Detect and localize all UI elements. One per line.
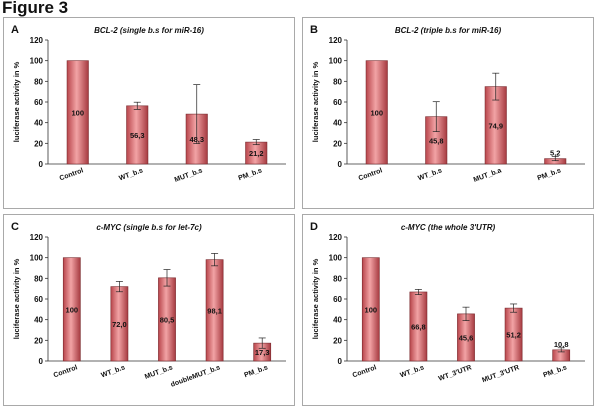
bar — [365, 60, 388, 165]
x-tick-label: WT_b.s — [118, 167, 144, 182]
bar-chart-b: B BCL-2 (triple b.s for miR-16) 0 20 40 60 80 1… — [310, 24, 585, 184]
y-tick-label: 100 — [30, 254, 44, 263]
y-tick-label: 0 — [338, 357, 343, 366]
figure-title: Figure 3 — [2, 0, 69, 17]
chart-panel-a: A BCL-2 (single b.s for miR-16) 0 20 40 60 80 1… — [3, 17, 295, 209]
data-label: 56,3 — [130, 131, 145, 140]
data-label: 45,8 — [429, 136, 444, 145]
y-tick-label: 100 — [329, 254, 343, 263]
y-tick-label: 60 — [34, 295, 43, 304]
data-label: 45,6 — [459, 333, 474, 342]
y-tick-label: 20 — [333, 139, 342, 148]
y-tick-label: 120 — [30, 233, 44, 242]
y-tick-label: 20 — [333, 336, 342, 345]
x-tick-label: Control — [53, 364, 79, 379]
x-tick-label: WT_b.s — [100, 364, 126, 379]
data-label: 51,2 — [506, 331, 521, 340]
x-tick-label: PM_b.s — [542, 364, 568, 379]
bar — [62, 257, 81, 362]
x-tick-label: MUT_b.a — [473, 167, 503, 184]
y-tick-label: 80 — [34, 274, 43, 283]
y-tick-label: 80 — [34, 77, 43, 86]
chart-title: c-MYC (single b.s for let-7c) — [96, 223, 202, 232]
chart-panel-b: B BCL-2 (triple b.s for miR-16) 0 20 40 60 80 1… — [302, 17, 594, 209]
x-tick-label: doubleMUT_b.s — [170, 364, 221, 388]
panel-label: D — [310, 221, 318, 233]
x-tick-label: WT_b.s — [399, 364, 425, 379]
y-tick-label: 20 — [34, 139, 43, 148]
panel-label: A — [11, 24, 19, 36]
x-tick-label: PM_b.s — [243, 364, 269, 379]
bar — [66, 60, 89, 165]
y-axis-label: luciferase activity in % — [311, 61, 320, 142]
data-label: 98,1 — [207, 306, 222, 315]
data-label: 100 — [365, 305, 378, 314]
y-tick-label: 60 — [333, 98, 342, 107]
y-tick-label: 120 — [329, 233, 343, 242]
data-label: 5,2 — [550, 149, 560, 158]
bar — [361, 257, 380, 362]
data-label: 10,8 — [554, 340, 569, 349]
chart-title: c-MYC (the whole 3'UTR) — [401, 223, 496, 232]
x-tick-label: MUT_b.s — [174, 167, 204, 184]
y-tick-label: 120 — [329, 36, 343, 45]
y-tick-label: 0 — [39, 357, 44, 366]
x-tick-label: WT_b.s — [417, 167, 443, 182]
data-label: 100 — [71, 108, 84, 117]
x-tick-label: Control — [59, 167, 85, 182]
y-tick-label: 80 — [333, 274, 342, 283]
data-label: 80,5 — [160, 315, 175, 324]
data-label: 48,3 — [189, 135, 204, 144]
x-tick-label: Control — [358, 167, 384, 182]
x-tick-label: PM_b.s — [537, 167, 563, 182]
y-axis-label: luciferase activity in % — [311, 258, 320, 339]
y-tick-label: 100 — [329, 57, 343, 66]
data-label: 21,2 — [249, 149, 264, 158]
y-tick-label: 100 — [30, 57, 44, 66]
y-tick-label: 120 — [30, 36, 44, 45]
y-tick-label: 40 — [333, 316, 342, 325]
data-label: 17,3 — [255, 348, 270, 357]
y-tick-label: 0 — [39, 160, 44, 169]
y-tick-label: 40 — [34, 119, 43, 128]
y-tick-label: 20 — [34, 336, 43, 345]
panel-label: C — [11, 221, 19, 233]
data-label: 74,9 — [488, 121, 503, 130]
y-tick-label: 60 — [333, 295, 342, 304]
y-tick-label: 40 — [333, 119, 342, 128]
y-tick-label: 80 — [333, 77, 342, 86]
data-label: 72,0 — [112, 320, 127, 329]
x-tick-label: PM_b.s — [238, 167, 264, 182]
y-axis-label: luciferase activity in % — [12, 258, 21, 339]
y-axis-label: luciferase activity in % — [12, 61, 21, 142]
data-label: 100 — [66, 305, 79, 314]
chart-title: BCL-2 (single b.s for miR-16) — [94, 26, 204, 35]
y-tick-label: 60 — [34, 98, 43, 107]
data-label: 100 — [370, 108, 383, 117]
x-tick-label: MUT_3'UTR — [481, 364, 520, 384]
x-tick-label: MUT_b.s — [144, 364, 174, 381]
bar-chart-a: A BCL-2 (single b.s for miR-16) 0 20 40 60 80 1… — [11, 24, 286, 184]
chart-title: BCL-2 (triple b.s for miR-16) — [395, 26, 502, 35]
y-tick-label: 0 — [338, 160, 343, 169]
data-label: 66,8 — [411, 322, 426, 331]
x-tick-label: WT_3'UTR — [438, 364, 473, 382]
panel-label: B — [310, 24, 318, 36]
x-tick-label: Control — [352, 364, 378, 379]
y-tick-label: 40 — [34, 316, 43, 325]
